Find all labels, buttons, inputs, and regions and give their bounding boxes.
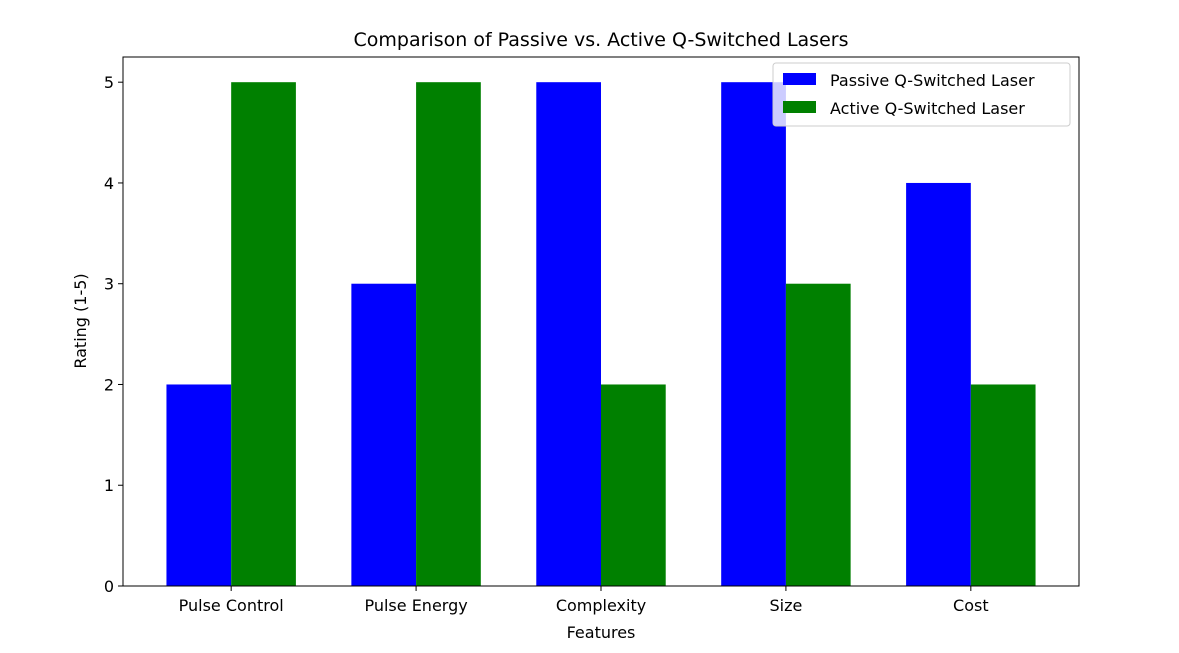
x-tick-label: Size [769, 596, 802, 615]
legend-swatch-passive [783, 73, 816, 85]
chart-title: Comparison of Passive vs. Active Q-Switc… [354, 29, 849, 51]
bar-active-4 [970, 384, 1036, 586]
y-tick-label: 3 [104, 275, 114, 294]
legend-swatch-active [783, 101, 816, 113]
y-axis-label: Rating (1-5) [71, 273, 90, 368]
x-tick-label: Complexity [556, 596, 646, 615]
bar-active-2 [601, 384, 666, 586]
legend-box [772, 62, 1071, 127]
y-tick-label: 4 [104, 174, 114, 193]
bar-passive-1 [351, 283, 417, 586]
bar-active-3 [785, 283, 851, 586]
x-tick-label: Pulse Energy [364, 596, 467, 615]
legend-label-active: Active Q-Switched Laser [830, 99, 1025, 118]
bar-active-0 [231, 82, 296, 586]
bar-passive-4 [906, 182, 971, 586]
bar-passive-3 [721, 82, 786, 586]
y-tick-label: 2 [104, 375, 114, 394]
y-tick-label: 0 [104, 577, 114, 596]
bar-passive-2 [536, 82, 601, 586]
x-tick-label: Pulse Control [179, 596, 284, 615]
legend: Passive Q-Switched Laser Active Q-Switch… [772, 62, 1071, 127]
y-tick-label: 5 [104, 73, 114, 92]
bar-active-1 [416, 82, 481, 586]
x-axis-label: Features [567, 623, 636, 642]
legend-label-passive: Passive Q-Switched Laser [830, 71, 1035, 90]
y-tick-label: 1 [104, 476, 114, 495]
bar-passive-0 [166, 384, 232, 586]
x-tick-label: Cost [953, 596, 989, 615]
